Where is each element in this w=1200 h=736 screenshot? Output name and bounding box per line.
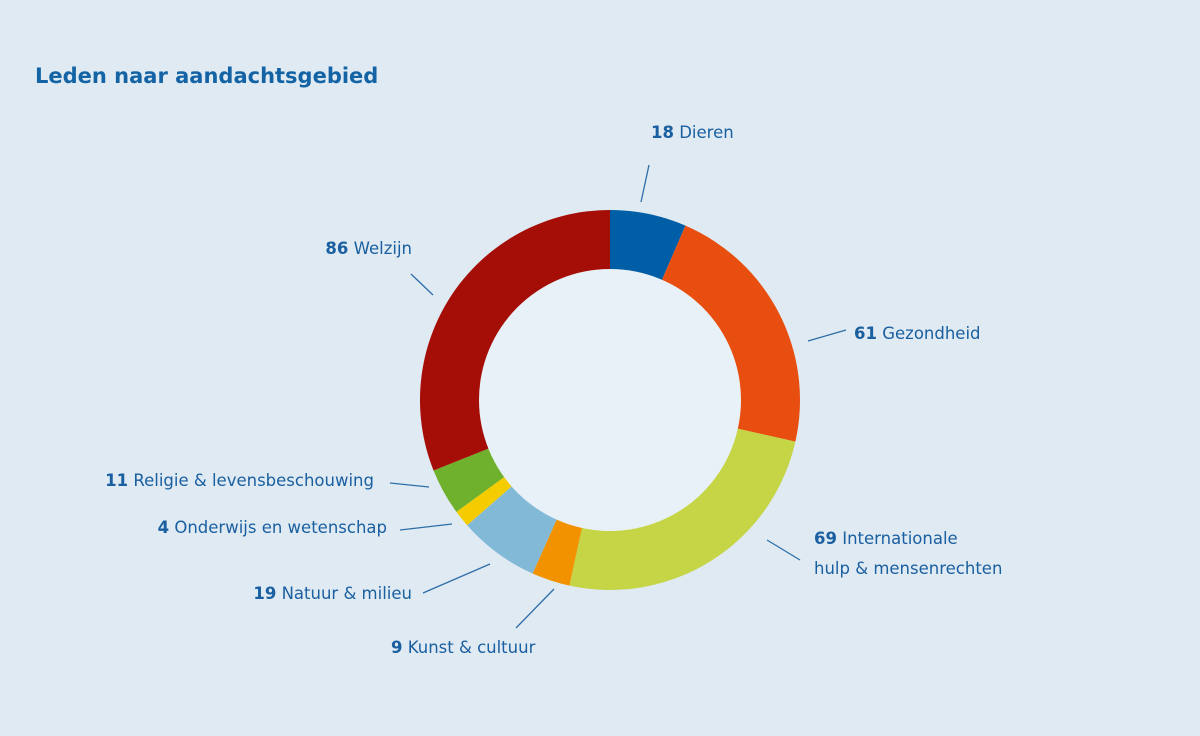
leader-line-kunst [515,588,555,629]
data-label-natuur: 19 Natuur & milieu [253,579,412,609]
category: Onderwijs en wetenschap [174,518,387,537]
leader-line-internationale [766,539,801,561]
value: 61 [854,324,877,343]
category: Religie & levensbeschouwing [133,471,374,490]
category: Welzijn [353,239,412,258]
leader-line-onderwijs [399,523,453,531]
chart-title: Leden naar aandachtsgebied [35,64,379,88]
data-label-gezondheid: 61 Gezondheid [854,319,981,349]
leader-line-natuur [422,563,491,594]
leader-line-dieren [640,164,650,203]
category: Dieren [679,123,734,142]
value: 19 [253,584,277,603]
value: 86 [325,239,349,258]
donut-hole [479,269,741,531]
data-label-dieren: 18 Dieren [651,118,734,148]
leader-line-welzijn [410,273,434,296]
category: Kunst & cultuur [407,638,536,657]
leader-line-religie [389,482,430,488]
category: Gezondheid [882,324,981,343]
value: 69 [814,529,837,548]
leader-line-gezondheid [807,329,847,342]
value: 11 [105,471,129,490]
category: Internationale [842,529,958,548]
data-label-onderwijs: 4 Onderwijs en wetenschap [158,513,387,543]
data-label-kunst: 9 Kunst & cultuur [391,633,535,663]
data-label-welzijn: 86 Welzijn [325,234,412,264]
value: 18 [651,123,674,142]
category-line2: hulp & mensenrechten [814,559,1003,578]
data-label-internationale: 69 Internationale hulp & mensenrechten [814,524,1002,584]
data-label-religie: 11 Religie & levensbeschouwing [105,466,374,496]
category: Natuur & milieu [281,584,412,603]
value: 9 [391,638,403,657]
value: 4 [157,518,170,537]
